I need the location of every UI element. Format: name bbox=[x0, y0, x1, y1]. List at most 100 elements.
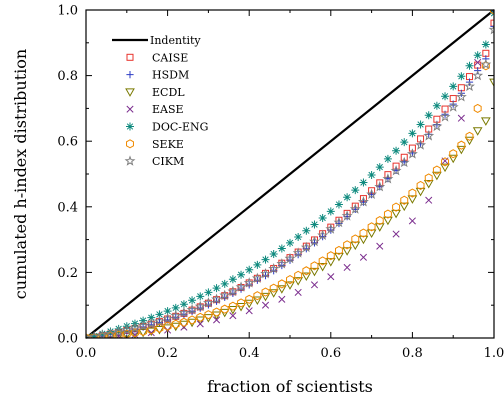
data-point-ecdl bbox=[325, 258, 336, 267]
x-tick-label: 1.0 bbox=[484, 346, 504, 361]
data-point-ease bbox=[245, 307, 253, 315]
data-point-hsdm bbox=[335, 219, 343, 228]
data-point-seke bbox=[212, 307, 221, 317]
data-point-cikm bbox=[415, 139, 427, 150]
legend-label-caise: CAISE bbox=[152, 51, 188, 64]
data-point-cikm bbox=[300, 241, 312, 253]
data-point-seke bbox=[86, 333, 90, 338]
data-point-seke bbox=[147, 325, 156, 335]
data-point-doc-eng bbox=[171, 303, 180, 312]
data-point-ease bbox=[213, 316, 221, 324]
data-point-seke bbox=[408, 188, 417, 198]
data-point-doc-eng bbox=[457, 72, 466, 81]
data-point-cikm bbox=[260, 267, 271, 279]
data-point-ecdl bbox=[399, 202, 410, 212]
data-point-cikm bbox=[439, 111, 451, 122]
data-point-cikm bbox=[398, 156, 410, 168]
data-point-doc-eng bbox=[277, 244, 286, 253]
data-point-seke bbox=[204, 310, 213, 320]
x-axis-title: fraction of scientists bbox=[207, 377, 373, 396]
data-point-doc-eng bbox=[98, 329, 107, 338]
data-point-ecdl bbox=[309, 267, 320, 277]
data-point-doc-eng bbox=[318, 213, 327, 222]
data-point-cikm bbox=[349, 203, 361, 214]
data-point-ecdl bbox=[391, 209, 401, 219]
data-point-ease bbox=[278, 295, 286, 303]
data-point-cikm bbox=[202, 297, 214, 308]
data-point-ecdl bbox=[334, 252, 344, 262]
data-point-cikm bbox=[317, 229, 329, 240]
data-point-ecdl bbox=[244, 299, 255, 309]
data-point-doc-eng bbox=[90, 332, 99, 338]
data-point-cikm bbox=[406, 148, 418, 159]
data-point-doc-eng bbox=[392, 146, 401, 155]
data-point-ecdl bbox=[440, 163, 450, 173]
data-point-ecdl bbox=[285, 281, 295, 290]
y-tick-label: 0.4 bbox=[57, 200, 78, 215]
data-point-ecdl bbox=[415, 187, 426, 197]
data-point-ease bbox=[425, 196, 433, 204]
data-point-ease bbox=[474, 58, 482, 67]
data-point-cikm bbox=[341, 210, 353, 221]
series-caise bbox=[86, 19, 494, 338]
legend-label-seke: SEKE bbox=[152, 138, 184, 151]
data-point-seke bbox=[196, 312, 205, 322]
data-point-cikm bbox=[423, 130, 435, 141]
data-point-doc-eng bbox=[294, 232, 303, 241]
data-point-seke bbox=[269, 283, 278, 293]
data-point-ease bbox=[327, 273, 335, 281]
data-point-seke bbox=[130, 328, 139, 338]
data-point-doc-eng bbox=[147, 313, 156, 322]
data-point-ease bbox=[490, 10, 494, 14]
data-point-cikm bbox=[227, 285, 239, 297]
data-point-hsdm bbox=[343, 213, 351, 221]
data-point-cikm bbox=[431, 120, 443, 132]
data-point-doc-eng bbox=[449, 82, 458, 91]
data-point-doc-eng bbox=[432, 101, 441, 110]
data-point-doc-eng bbox=[286, 238, 294, 247]
y-axis-title: cumulated h-index distribution bbox=[11, 49, 30, 299]
data-point-doc-eng bbox=[441, 92, 450, 101]
data-point-doc-eng bbox=[163, 307, 172, 316]
data-point-ecdl bbox=[260, 292, 271, 302]
series-doc-eng bbox=[86, 10, 494, 338]
data-point-ecdl bbox=[407, 195, 418, 204]
x-tick-label: 0.8 bbox=[402, 346, 423, 361]
data-point-seke bbox=[383, 209, 392, 219]
data-point-doc-eng bbox=[106, 327, 115, 336]
data-point-cikm bbox=[243, 277, 255, 288]
data-point-seke bbox=[122, 329, 131, 338]
data-point-doc-eng bbox=[351, 186, 360, 195]
data-point-cikm bbox=[178, 307, 190, 318]
data-point-cikm bbox=[96, 329, 108, 338]
data-point-cikm bbox=[194, 300, 206, 312]
data-point-ecdl bbox=[211, 311, 222, 321]
legend-swatch-cikm bbox=[124, 155, 136, 166]
data-point-ecdl bbox=[268, 289, 279, 298]
data-point-seke bbox=[163, 321, 172, 331]
data-point-ecdl bbox=[358, 235, 369, 245]
data-point-cikm bbox=[488, 23, 494, 35]
data-point-cikm bbox=[170, 309, 182, 321]
data-point-hsdm bbox=[490, 22, 494, 30]
data-point-ecdl bbox=[480, 117, 491, 126]
data-point-ease bbox=[392, 230, 400, 238]
data-point-doc-eng bbox=[196, 292, 205, 301]
data-point-seke bbox=[424, 173, 433, 183]
data-point-cikm bbox=[219, 289, 231, 300]
data-point-ecdl bbox=[456, 145, 467, 155]
data-point-cikm bbox=[480, 58, 492, 70]
data-point-seke bbox=[253, 291, 262, 301]
data-point-ease bbox=[261, 301, 270, 309]
data-point-doc-eng bbox=[367, 170, 376, 179]
data-point-seke bbox=[245, 294, 254, 304]
data-point-seke bbox=[416, 180, 425, 191]
data-point-seke bbox=[326, 251, 335, 261]
data-point-cikm bbox=[382, 173, 394, 184]
data-point-seke bbox=[155, 323, 164, 333]
series-line-indentity bbox=[85, 9, 495, 339]
data-point-doc-eng bbox=[383, 154, 392, 163]
data-point-doc-eng bbox=[237, 270, 246, 279]
data-point-doc-eng bbox=[212, 284, 221, 293]
